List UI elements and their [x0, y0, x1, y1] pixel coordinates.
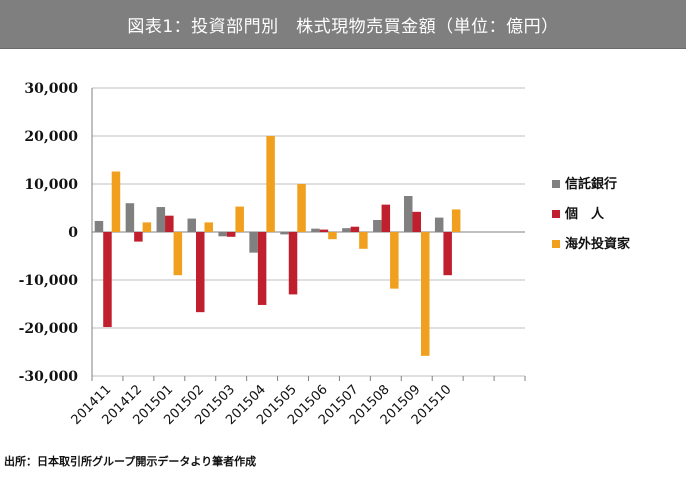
- bar: [266, 136, 275, 232]
- y-tick-label: 0: [68, 225, 78, 241]
- legend-swatch: [552, 180, 560, 188]
- bar: [94, 220, 104, 232]
- bar: [311, 228, 320, 232]
- bar: [226, 232, 236, 237]
- bar: [328, 232, 337, 240]
- bar: [390, 232, 399, 289]
- bar: [218, 232, 227, 237]
- bar: [156, 207, 166, 232]
- bar: [342, 228, 351, 232]
- bar: [125, 203, 135, 232]
- bar: [280, 232, 289, 235]
- chart-title: 図表1：投資部門別 株式現物売買金額（単位：億円）: [0, 0, 686, 49]
- bar: [288, 232, 298, 295]
- y-tick-label: -10,000: [19, 273, 79, 289]
- legend-label: 個 人: [564, 206, 605, 222]
- y-tick-label: 20,000: [24, 129, 78, 145]
- legend-swatch: [552, 240, 560, 248]
- bar: [443, 232, 452, 276]
- bar: [373, 220, 382, 232]
- bar: [350, 226, 360, 232]
- bar: [404, 196, 413, 232]
- bar: [173, 232, 183, 276]
- bar: [381, 204, 391, 232]
- source-note: 出所：日本取引所グループ開示データより筆者作成: [4, 455, 257, 468]
- y-tick-label: -30,000: [19, 369, 79, 385]
- bar: [142, 222, 152, 232]
- bar: [319, 229, 329, 232]
- bar: [421, 232, 430, 356]
- bar: [359, 232, 368, 249]
- bar: [257, 232, 267, 305]
- y-tick-label: 10,000: [24, 177, 78, 193]
- bar: [434, 217, 444, 232]
- bar: [235, 206, 244, 232]
- bar-chart: 30,000 20,000 10,000 0 -10,000 -20,000 -30,000…: [19, 81, 631, 428]
- bar: [196, 232, 205, 313]
- bar: [451, 209, 461, 232]
- bar: [134, 232, 143, 242]
- bar: [103, 232, 112, 328]
- bar: [187, 218, 196, 232]
- chart-area: 30,000 20,000 10,000 0 -10,000 -20,000 -30,000…: [0, 48, 686, 453]
- legend-label: 海外投資家: [565, 236, 631, 252]
- bar: [111, 171, 121, 232]
- bar: [249, 232, 258, 253]
- bar: [204, 222, 213, 232]
- bar: [412, 211, 421, 232]
- y-tick-label: 30,000: [24, 81, 78, 97]
- y-tick-label: -20,000: [19, 321, 79, 337]
- bar: [297, 184, 306, 232]
- legend-swatch: [552, 210, 560, 218]
- bar: [165, 215, 174, 232]
- legend-label: 信託銀行: [565, 176, 617, 192]
